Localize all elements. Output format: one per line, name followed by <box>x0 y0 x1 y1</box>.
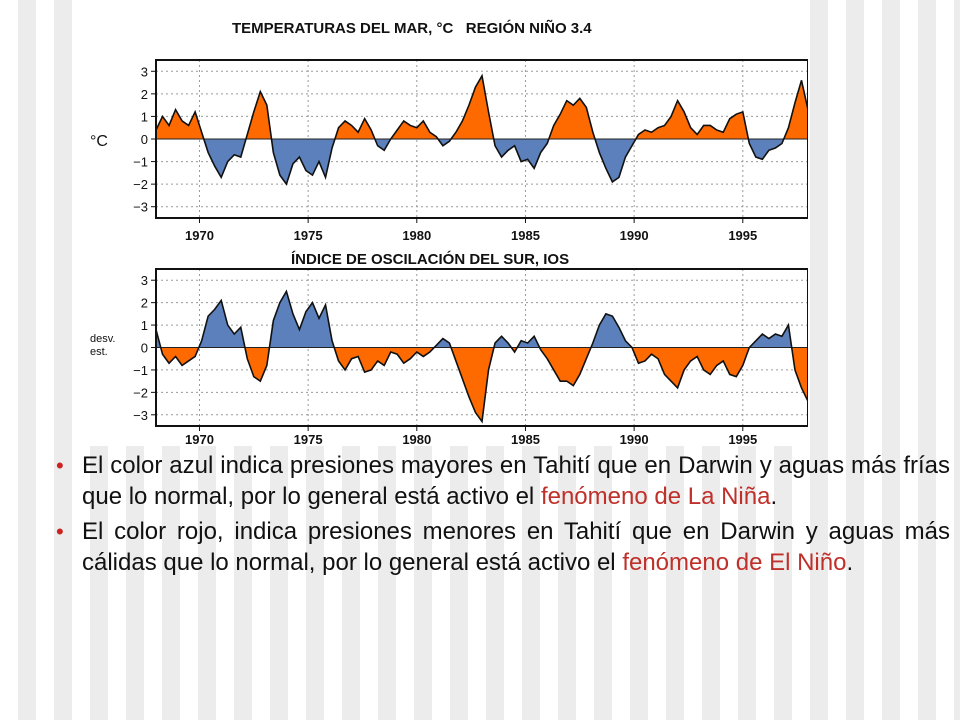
soi-positive-area <box>198 300 245 348</box>
sst-chart: 3 2 1 0 −1 −2 −3 1970 1975 1980 1985 1990 1995 <box>133 59 808 243</box>
soi-y-axis-label-line: desv. <box>90 333 115 345</box>
soi-negative-area <box>334 347 435 373</box>
soi-y-tick-label: 1 <box>141 318 148 333</box>
soi-x-tick-label: 1980 <box>402 432 431 446</box>
soi-chart-title: ÍNDICE DE OSCILACIÓN DEL SUR, IOS <box>291 250 569 268</box>
sst-y-tick-label: 2 <box>141 87 148 102</box>
sst-positive-area <box>245 91 272 139</box>
sst-positive-area <box>635 100 749 139</box>
sst-negative-area <box>203 139 246 178</box>
sst-x-tick-label: 1995 <box>728 228 757 243</box>
sst-x-tick-label: 1990 <box>620 228 649 243</box>
sst-negative-area <box>595 139 636 182</box>
soi-chart: 3 2 1 0 −1 −2 −3 1970 1975 1980 1985 1990 1995 <box>133 268 808 446</box>
bullet-el-nino: • El color rojo, indica presiones menores… <box>56 516 950 578</box>
sst-y-tick-label: −2 <box>133 177 148 192</box>
soi-y-tick-label: −1 <box>133 363 148 378</box>
sst-positive-area <box>156 109 204 139</box>
sst-x-tick-label: 1980 <box>402 228 431 243</box>
enso-charts-svg: TEMPERATURAS DEL MAR, °C REGIÓN NIÑO 3.4… <box>90 19 808 446</box>
sst-positive-area <box>390 120 438 139</box>
bullet-marker: • <box>56 519 64 544</box>
bullet-la-nina-text: El color azul indica presiones mayores e… <box>82 452 950 510</box>
bullet-la-nina-highlight: fenómeno de La Niña <box>540 483 771 510</box>
sst-negative-area <box>374 139 391 151</box>
sst-y-tick-label: 0 <box>141 132 148 147</box>
sst-negative-area <box>271 139 335 185</box>
sst-y-tick-label: −1 <box>133 155 148 170</box>
soi-negative-area <box>631 347 750 388</box>
soi-y-axis-label: desv. est. <box>90 333 115 358</box>
sst-x-tick-label: 1970 <box>185 228 214 243</box>
bullet-la-nina: • El color azul indica presiones mayores … <box>56 450 950 512</box>
bullet-la-nina-suffix: . <box>770 483 778 510</box>
sst-negative-area <box>437 139 452 146</box>
soi-positive-area <box>434 338 452 348</box>
sst-y-axis-label: °C <box>90 133 108 150</box>
soi-x-tick-label: 1990 <box>620 432 649 446</box>
soi-positive-area <box>493 336 512 348</box>
soi-x-tick-label: 1975 <box>294 432 323 446</box>
soi-y-tick-label: 2 <box>141 296 148 311</box>
sst-x-tick-label: 1985 <box>511 228 540 243</box>
soi-x-tick-label: 1970 <box>185 432 214 446</box>
bullet-marker: • <box>56 453 64 478</box>
bullet-el-nino-highlight: fenómeno de El Niño <box>622 549 847 576</box>
sst-negative-area <box>748 139 784 160</box>
soi-y-axis-label-line: est. <box>90 346 108 358</box>
soi-y-tick-label: 3 <box>141 273 148 288</box>
sst-chart-title: TEMPERATURAS DEL MAR, °C REGIÓN NIÑO 3.4 <box>232 19 592 37</box>
soi-positive-area <box>269 291 335 348</box>
soi-positive-area <box>517 336 540 348</box>
soi-y-tick-label: −3 <box>133 408 148 423</box>
soi-series-line <box>155 289 808 424</box>
sst-positive-area <box>548 98 596 139</box>
sst-positive-area <box>334 118 375 139</box>
soi-x-tick-label: 1985 <box>511 432 540 446</box>
soi-negative-area <box>791 347 808 402</box>
soi-x-tick-label: 1995 <box>728 432 757 446</box>
enso-figure: TEMPERATURAS DEL MAR, °C REGIÓN NIÑO 3.4… <box>86 0 808 446</box>
sst-y-tick-label: 3 <box>141 64 148 79</box>
sst-negative-area <box>493 139 549 169</box>
bullet-el-nino-suffix: . <box>846 549 854 576</box>
sst-x-tick-label: 1975 <box>294 228 323 243</box>
soi-positive-area <box>749 325 792 348</box>
explanation-list: • El color azul indica presiones mayores … <box>56 450 950 582</box>
soi-y-tick-label: 0 <box>141 341 148 356</box>
bullet-el-nino-text: El color rojo, indica presiones menores … <box>82 518 950 576</box>
sst-y-tick-label: 1 <box>141 109 148 124</box>
soi-y-tick-label: −2 <box>133 385 148 400</box>
sst-series-line <box>155 73 808 186</box>
soi-negative-area <box>451 347 494 422</box>
sst-y-tick-label: −3 <box>133 200 148 215</box>
